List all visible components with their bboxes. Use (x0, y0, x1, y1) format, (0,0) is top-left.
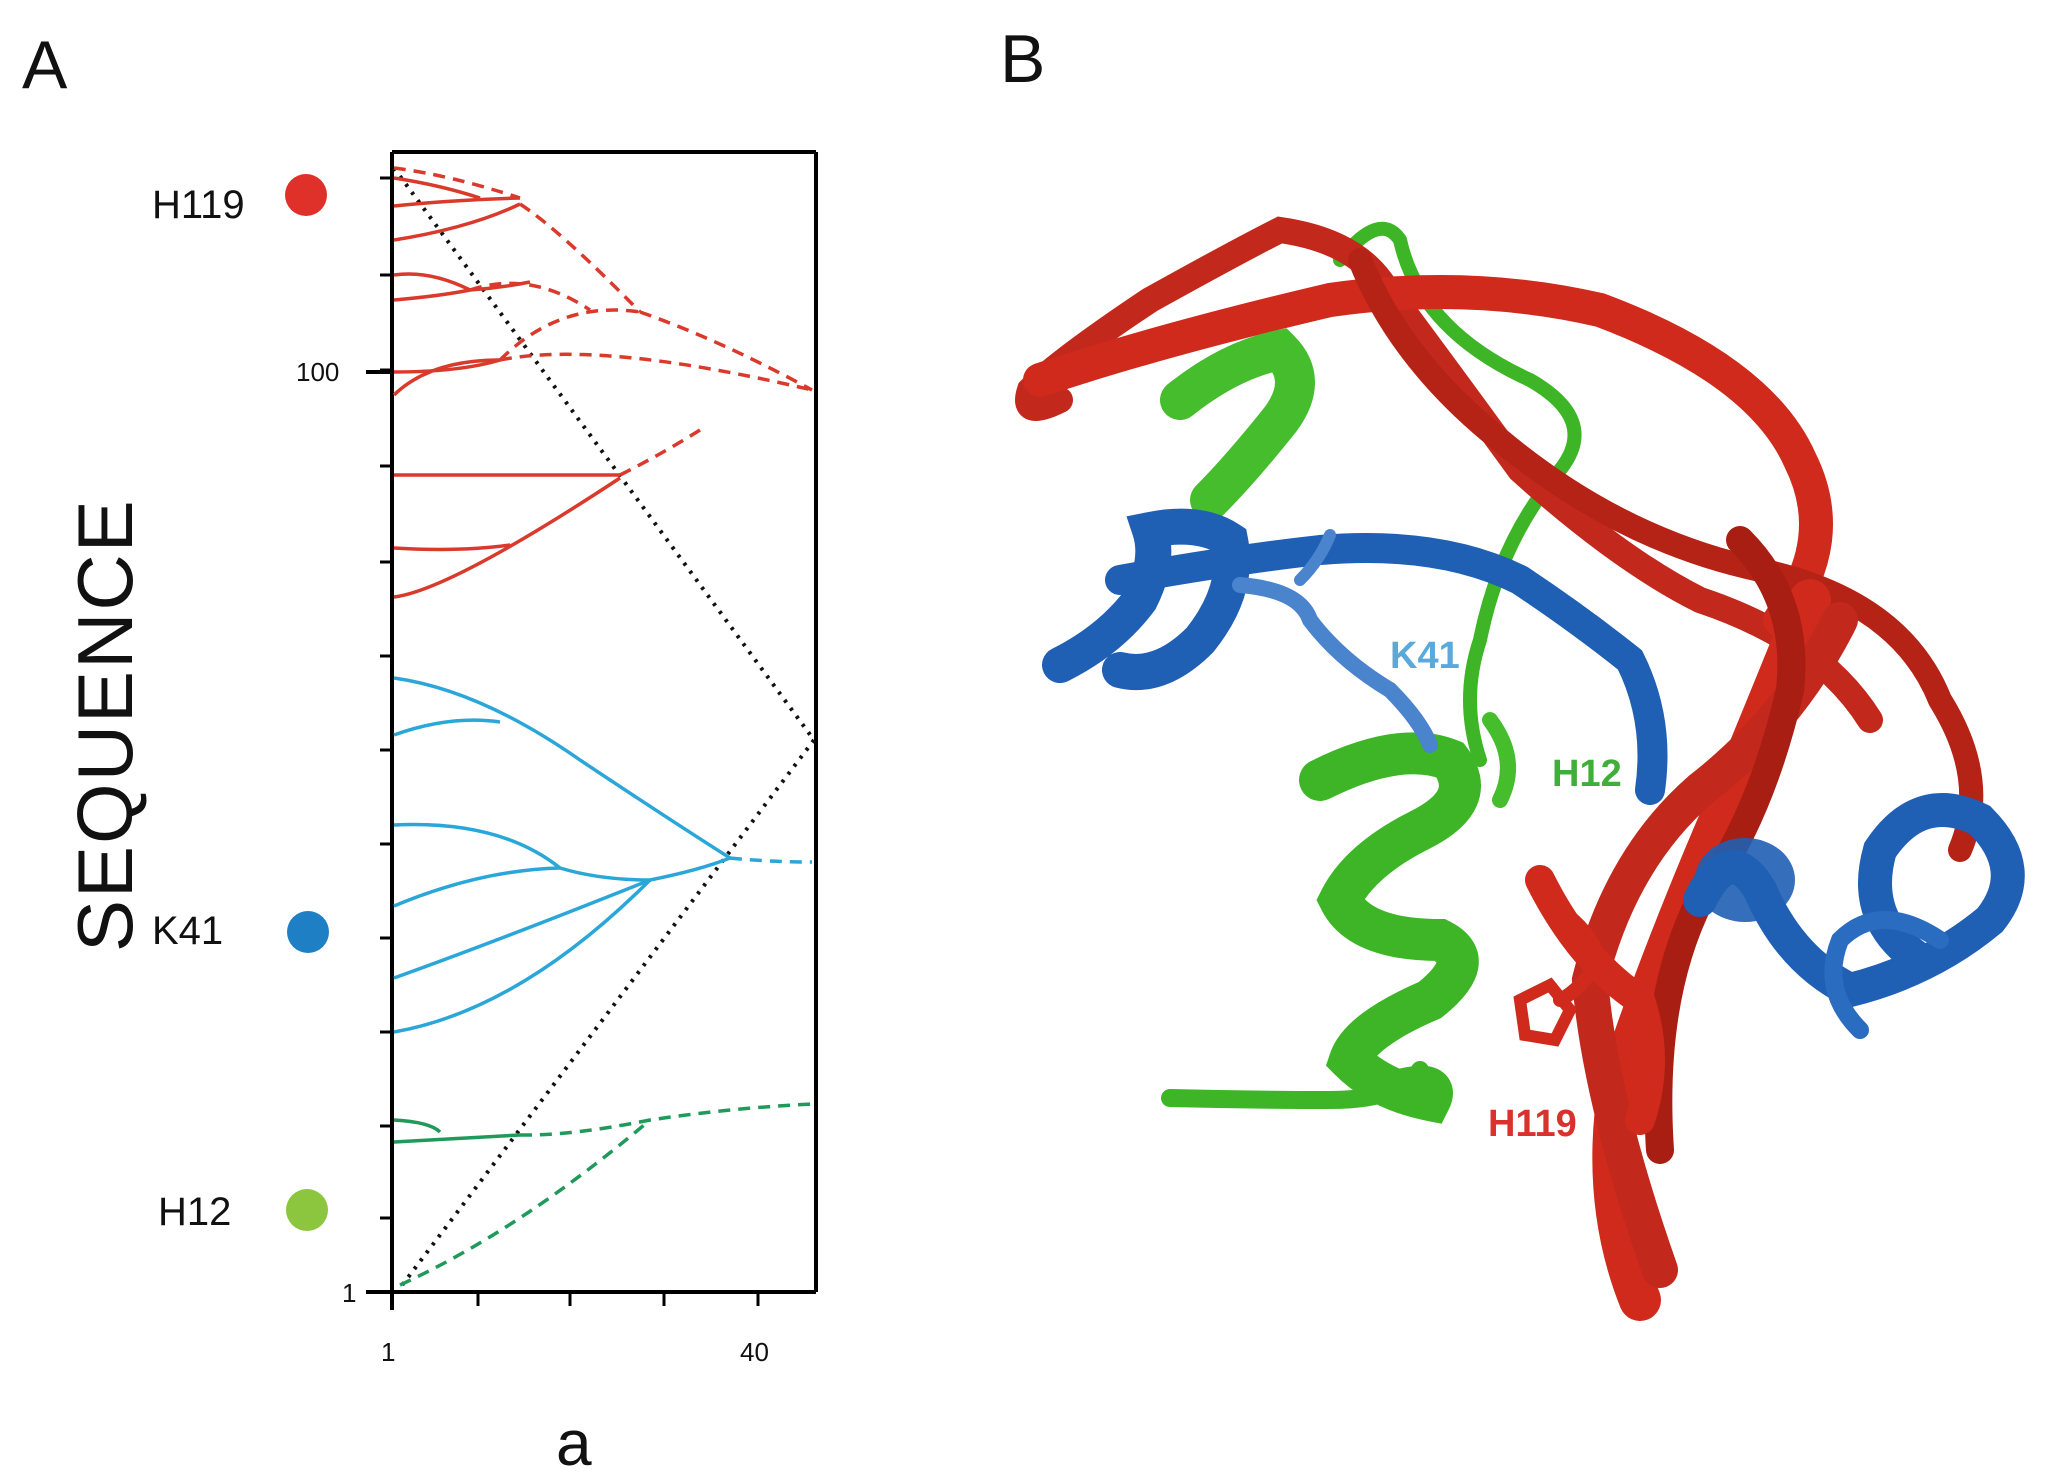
x-axis-title: a (556, 1407, 592, 1479)
residue-label-h12: H12 (158, 1190, 231, 1234)
cyan-branches (393, 676, 731, 1034)
y-tick-1: 1 (342, 1278, 356, 1308)
residue-label-k41: K41 (152, 909, 223, 953)
structure-label-h119: H119 (1488, 1103, 1577, 1145)
residue-label-h119: H119 (152, 183, 245, 227)
panel-b-letter: B (1000, 21, 1045, 97)
cone-of-influence (392, 166, 816, 1290)
structure-label-k41: K41 (1390, 635, 1460, 677)
x-ticks (476, 1292, 760, 1306)
residue-dot-h12 (286, 1189, 328, 1231)
y-ticks (366, 176, 392, 1294)
green-branches (393, 1118, 521, 1144)
residue-dot-h119 (285, 174, 327, 216)
dendrogram-frame (390, 150, 818, 1310)
y-axis-title: SEQUENCE (61, 498, 149, 952)
structure-label-h12: H12 (1552, 753, 1622, 795)
red-branches-dashed (393, 166, 813, 477)
green-branches-dashed (399, 1102, 813, 1287)
x-tick-40: 40 (740, 1337, 769, 1367)
residue-dot-k41 (287, 911, 329, 953)
x-tick-1: 1 (381, 1337, 395, 1367)
protein-structure (1015, 216, 2025, 1321)
panel-a-letter: A (22, 27, 68, 103)
y-tick-100: 100 (296, 357, 339, 387)
cyan-branches-dashed (729, 856, 813, 864)
red-branches (392, 176, 621, 599)
